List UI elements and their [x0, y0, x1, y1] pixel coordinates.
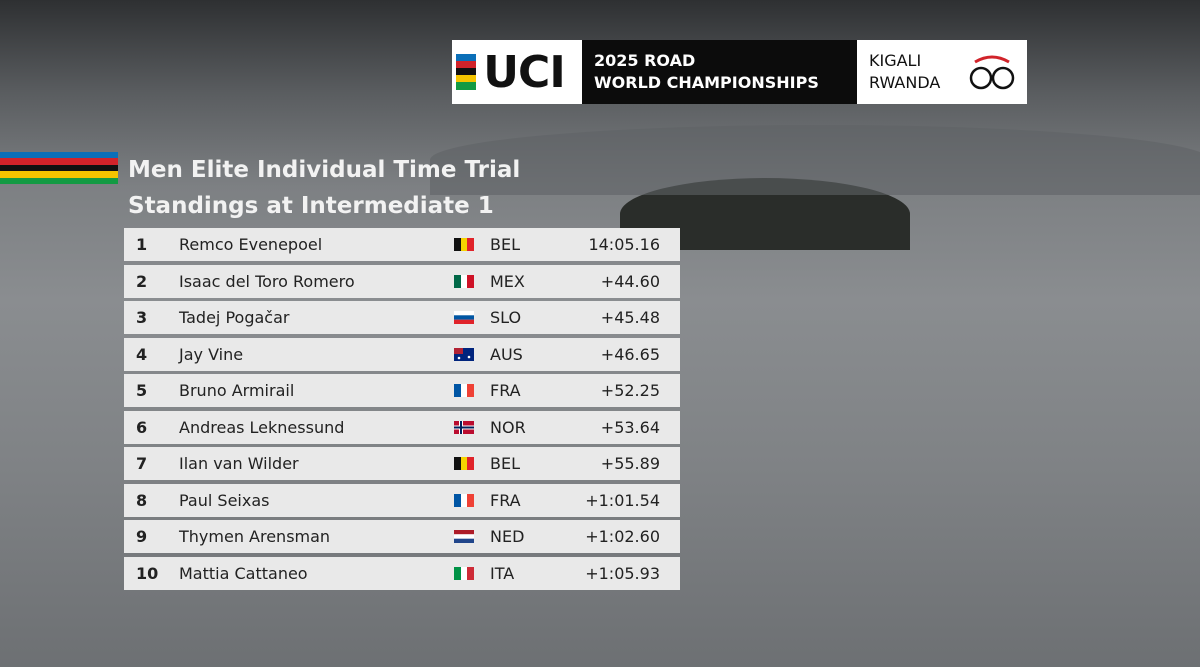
- time: +53.64: [600, 417, 660, 437]
- row: 7 Ilan van Wilder BEL +55.89: [124, 447, 680, 480]
- country: NED: [490, 527, 525, 546]
- row: 10 Mattia Cattaneo ITA +1:05.93: [124, 556, 680, 590]
- rainbow-stripes: [0, 152, 118, 184]
- subtitle: Standings at Intermediate 1: [128, 193, 494, 219]
- host-line: RWANDA: [869, 73, 941, 92]
- flag: [454, 530, 474, 543]
- hills: [430, 125, 1200, 195]
- row: 3 Tadej Pogačar SLO +45.48: [124, 301, 680, 334]
- country: BEL: [490, 454, 520, 473]
- country: SLO: [490, 308, 522, 327]
- time: +44.60: [600, 271, 660, 291]
- flag: [454, 566, 474, 580]
- rider: Bruno Armirail: [179, 381, 295, 400]
- country: FRA: [490, 381, 521, 400]
- flag: [454, 274, 474, 288]
- flag: [454, 493, 474, 507]
- standings-table: 1 Remco Evenepoel BEL 14:05.16 2 Isaac del …: [124, 228, 680, 593]
- time: +45.48: [600, 308, 660, 327]
- flag: [454, 347, 474, 361]
- time: +1:05.93: [585, 563, 660, 583]
- event-line: WORLD CHAMPIONSHIPS: [594, 73, 819, 92]
- rank: 3: [136, 308, 148, 327]
- time: +1:02.60: [585, 527, 660, 546]
- flag: [454, 238, 474, 251]
- rank: 7: [136, 454, 148, 473]
- row: 5 Bruno Armirail FRA +52.25: [124, 374, 680, 407]
- rank: 9: [136, 527, 148, 546]
- country: ITA: [490, 563, 515, 583]
- flag: [454, 384, 474, 397]
- time: +55.89: [600, 454, 660, 473]
- rank: 10: [136, 563, 159, 583]
- banner: UCI 2025 ROAD WORLD CHAMPIONSHIPS KIGALI…: [452, 40, 1027, 104]
- rank: 4: [136, 344, 148, 364]
- rank: 5: [136, 381, 148, 400]
- rank: 1: [136, 235, 148, 254]
- rider: Ilan van Wilder: [179, 454, 299, 473]
- event-line: 2025 ROAD: [594, 51, 696, 70]
- row: 4 Jay Vine AUS +46.65: [124, 337, 680, 371]
- rider: Tadej Pogačar: [179, 308, 290, 327]
- rider: Andreas Leknessund: [179, 417, 345, 437]
- rider: Jay Vine: [179, 344, 244, 364]
- rider: Thymen Arensman: [179, 527, 331, 546]
- flag: [454, 420, 474, 434]
- rider: Remco Evenepoel: [179, 235, 323, 254]
- time: +1:01.54: [585, 490, 660, 510]
- row: 8 Paul Seixas FRA +1:01.54: [124, 483, 680, 517]
- rank: 8: [136, 490, 148, 510]
- host-line: KIGALI: [869, 51, 922, 70]
- country: FRA: [490, 490, 521, 510]
- host-city: KIGALI RWANDA: [857, 40, 1027, 104]
- logo-text: UCI: [483, 46, 565, 98]
- time: 14:05.16: [588, 235, 660, 254]
- rider: Mattia Cattaneo: [179, 563, 308, 583]
- rider: Isaac del Toro Romero: [179, 271, 355, 291]
- title: Men Elite Individual Time Trial: [128, 157, 521, 183]
- row: 9 Thymen Arensman NED +1:02.60: [124, 520, 680, 553]
- row: 1 Remco Evenepoel BEL 14:05.16: [124, 228, 680, 261]
- event-name: 2025 ROAD WORLD CHAMPIONSHIPS: [582, 40, 857, 104]
- flag: [454, 311, 474, 324]
- rank: 6: [136, 417, 148, 437]
- rainbow-stripes: [456, 54, 476, 90]
- country: MEX: [490, 271, 525, 291]
- rank: 2: [136, 271, 148, 291]
- uci-logo: UCI: [452, 40, 582, 104]
- country: BEL: [490, 235, 520, 254]
- row: 2 Isaac del Toro Romero MEX +44.60: [124, 264, 680, 298]
- rider: Paul Seixas: [179, 490, 270, 510]
- time: +46.65: [600, 344, 660, 364]
- country: NOR: [490, 417, 526, 437]
- flag: [454, 457, 474, 470]
- country: AUS: [490, 344, 523, 364]
- titles: Men Elite Individual Time Trial Standing…: [128, 152, 520, 224]
- time: +52.25: [600, 381, 660, 400]
- host-emblem: [969, 55, 1015, 90]
- row: 6 Andreas Leknessund NOR +53.64: [124, 410, 680, 444]
